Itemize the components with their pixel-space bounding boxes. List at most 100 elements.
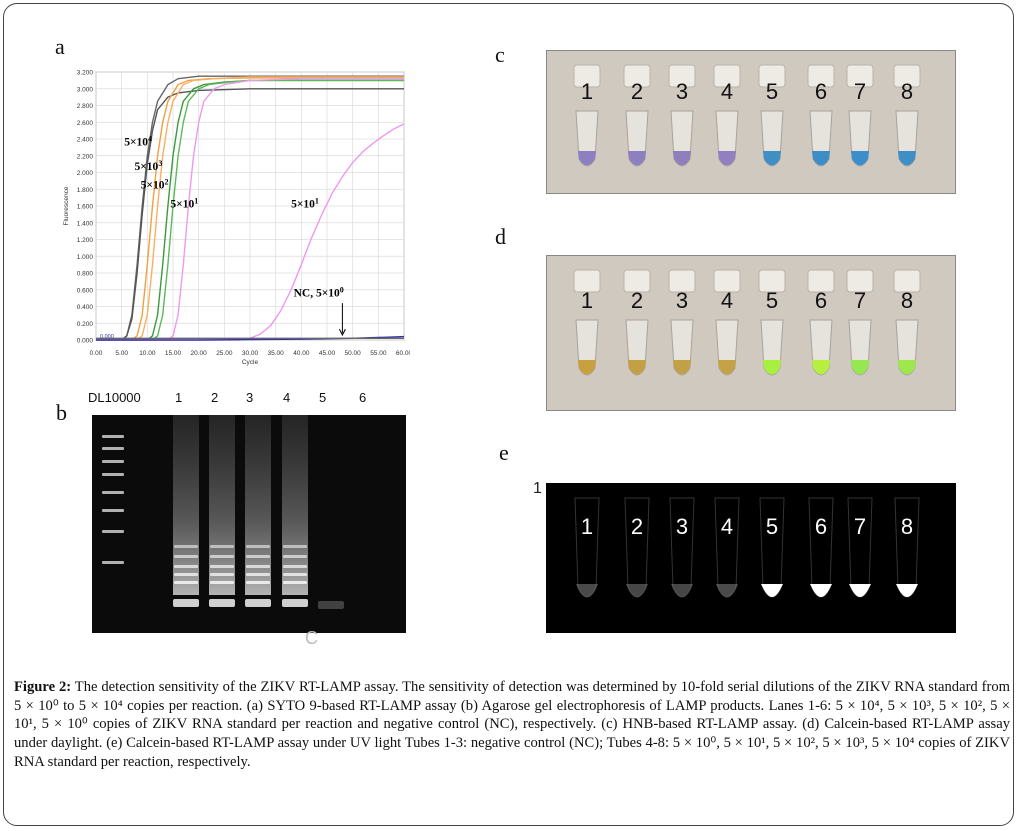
uv-tube-outline: [669, 497, 695, 598]
tube-liquid: [673, 360, 691, 375]
x-tick-label: 35.00: [268, 350, 285, 357]
tube-liquid: [763, 360, 781, 375]
lane-primer-band: [245, 599, 271, 607]
uv-tube-glow: [671, 584, 693, 597]
panel-label-e: e: [499, 440, 509, 465]
tube-label-2: 2: [631, 79, 643, 104]
uv-tube-glow: [576, 584, 598, 597]
tube-label-4: 4: [721, 514, 733, 539]
tube-label-6: 6: [815, 79, 827, 104]
tube-liquid: [898, 360, 916, 375]
hnb-tube-photo: 1 2 3 4 5 6 7 8: [546, 50, 956, 194]
lane-band: [283, 565, 307, 568]
tube-label-8: 8: [901, 288, 913, 313]
tube-liquid: [812, 151, 830, 166]
y-tick-label: 1.000: [77, 254, 94, 261]
tube-label-1: 1: [581, 79, 593, 104]
tube-cap: [758, 269, 786, 293]
annotation-3: 5×102: [141, 177, 169, 191]
tube-liquid: [763, 151, 781, 166]
y-tick-label: 1.800: [77, 187, 94, 194]
tube-label-6: 6: [815, 288, 827, 313]
tube-liquid: [851, 151, 869, 166]
y-tick-label: 2.800: [77, 103, 94, 110]
gel-lane-label: DL10000: [88, 390, 141, 405]
x-tick-label: 15.00: [165, 350, 182, 357]
tube-label-3: 3: [676, 79, 688, 104]
tube-label-5: 5: [766, 514, 778, 539]
tube-label-3: 3: [676, 288, 688, 313]
series-line-8: [96, 123, 405, 341]
lane-band: [210, 555, 234, 558]
annotation-6: NC, 5×100: [294, 285, 344, 299]
lane-band: [174, 545, 198, 548]
figure-caption: Figure 2: The detection sensitivity of t…: [14, 678, 1010, 772]
tube-cap: [846, 269, 874, 293]
uv-tube-glow: [810, 584, 832, 597]
lane-5-band: [318, 601, 344, 609]
uv-corner-mark: 1: [533, 480, 542, 497]
tube-cap: [623, 269, 651, 293]
y-tick-label: 2.600: [77, 120, 94, 127]
y-tick-label: 1.400: [77, 220, 94, 227]
calcein-uv-photo: 1 2 3 4 5 6 7 8: [546, 483, 956, 633]
figure-frame: [3, 3, 1014, 826]
annotation-4: 5×101: [170, 197, 198, 211]
tube-liquid: [718, 360, 736, 375]
tube-label-2: 2: [631, 514, 643, 539]
annotation-5: 5×101: [291, 197, 319, 211]
tube-cap: [623, 64, 651, 88]
uv-tube-outline: [624, 497, 650, 598]
y-tick-label: 2.400: [77, 137, 94, 144]
lane-band: [174, 581, 198, 584]
ladder-band: [102, 509, 124, 512]
x-tick-label: 45.00: [319, 350, 336, 357]
tube-cap: [668, 269, 696, 293]
tube-cap: [893, 64, 921, 88]
tube-cap: [713, 269, 741, 293]
x-tick-label: 55.00: [370, 350, 387, 357]
y-tick-label: 0.800: [77, 271, 94, 278]
ladder-band: [102, 435, 124, 438]
calcein-uv-tubes-svg: 1 2 3 4 5 6 7 8: [574, 497, 920, 598]
lane-band: [210, 545, 234, 548]
uv-tube-outline: [759, 497, 785, 598]
caption-lead: Figure 2:: [14, 679, 72, 695]
lane-band: [283, 555, 307, 558]
tube-liquid: [628, 360, 646, 375]
tube-cap: [668, 64, 696, 88]
tube-cap: [846, 64, 874, 88]
tube-label-8: 8: [901, 79, 913, 104]
lane-primer-band: [173, 599, 199, 607]
x-tick-label: 20.00: [191, 350, 208, 357]
tube-cap: [807, 64, 835, 88]
lane-band: [246, 545, 270, 548]
lane-band: [210, 573, 234, 576]
tube-label-1: 1: [581, 288, 593, 313]
ladder-band: [102, 561, 124, 564]
chart-svg: 0.000 0.200 0.400 0.600 0.800 1.000 1.200 1.400…: [63, 70, 413, 367]
nc-arrow-head: [338, 328, 346, 337]
lane-band: [283, 581, 307, 584]
lane-band: [246, 555, 270, 558]
ladder-band: [102, 530, 124, 533]
x-tick-label: 0.00: [90, 350, 103, 357]
tube-cap: [758, 64, 786, 88]
tube-label-8: 8: [901, 514, 913, 539]
y-tick-label: 2.200: [77, 153, 94, 160]
panel-label-c: c: [495, 42, 505, 67]
tube-liquid: [673, 151, 691, 166]
tube-label-7: 7: [854, 288, 866, 313]
threshold-label: 0.000: [100, 334, 114, 340]
ladder-band: [102, 473, 124, 476]
ladder-band: [102, 491, 124, 494]
ladder-band: [102, 460, 124, 463]
series-line-2: [96, 88, 404, 341]
calcein-daylight-photo: 1 2 3 4 5 6 7 8: [546, 255, 956, 411]
tube-label-2: 2: [631, 288, 643, 313]
uv-tube-outline: [714, 497, 740, 598]
y-axis-label: Fluorescence: [63, 186, 70, 225]
calcein-daylight-tubes-svg: 1 2 3 4 5 6 7 8: [573, 269, 921, 376]
tube-liquid: [812, 360, 830, 375]
uv-tube-glow: [626, 584, 648, 597]
